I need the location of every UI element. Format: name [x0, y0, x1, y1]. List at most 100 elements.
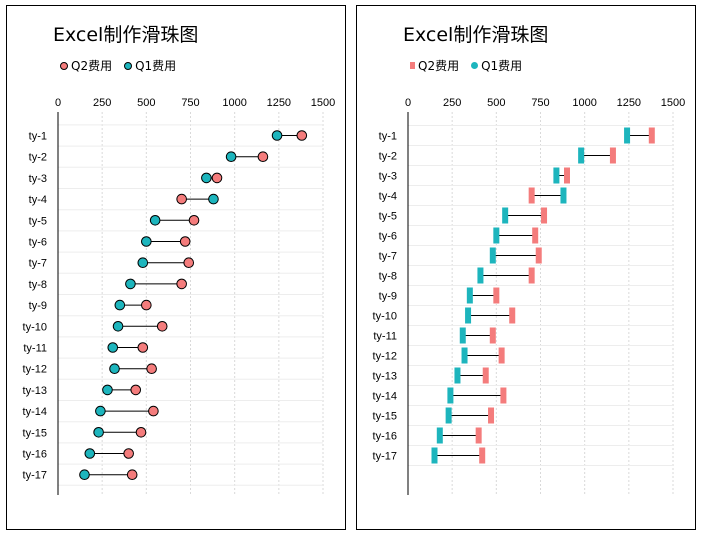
- q1-point: [477, 267, 484, 284]
- q2-point: [493, 287, 500, 304]
- q1-point: [461, 347, 468, 364]
- category-label: ty-2: [29, 152, 47, 164]
- q2-point: [535, 247, 542, 264]
- legend-swatch-q1: [471, 62, 479, 69]
- q2-point: [126, 469, 138, 481]
- legend-swatch-q1: [124, 61, 133, 70]
- q1-point: [502, 207, 509, 224]
- category-label: ty-14: [373, 391, 397, 403]
- q2-point: [141, 299, 152, 311]
- q1-point: [271, 130, 283, 141]
- chart-panel-right: Excel制作滑珠图 Q2费用 Q1费用 0 250 500 750 1000 1250 1…: [356, 5, 696, 530]
- q1-point: [225, 151, 237, 162]
- category-label: ty-5: [379, 211, 397, 223]
- x-tick-label: 750: [531, 97, 549, 109]
- q1-point: [436, 427, 443, 444]
- q2-point: [528, 187, 535, 204]
- q1-point: [114, 299, 126, 311]
- category-label: ty-11: [373, 331, 397, 343]
- x-tick-label: 500: [137, 97, 155, 109]
- q1-point: [489, 247, 496, 264]
- q2-point: [211, 172, 223, 184]
- q1-point: [102, 384, 113, 396]
- q2-point: [135, 427, 147, 438]
- q1-point: [465, 307, 472, 324]
- category-label: ty-12: [23, 364, 47, 376]
- q2-point: [475, 427, 482, 444]
- q1-point: [447, 387, 454, 404]
- category-label: ty-7: [29, 258, 47, 270]
- q1-point: [201, 172, 212, 184]
- legend-item-q2: Q2费用: [60, 57, 112, 74]
- category-label: ty-15: [23, 427, 47, 439]
- legend-label-q1: Q1费用: [135, 59, 177, 73]
- category-label: ty-14: [23, 406, 47, 418]
- q1-point: [445, 407, 452, 424]
- category-label: ty-1: [379, 131, 397, 143]
- q2-point: [482, 367, 489, 384]
- q1-point: [93, 427, 104, 438]
- q1-point: [141, 236, 152, 247]
- legend-label-q1: Q1费用: [481, 59, 523, 73]
- q2-point: [564, 167, 570, 184]
- x-tick-label: 750: [181, 97, 199, 109]
- q1-point: [493, 227, 500, 244]
- category-label: ty-13: [23, 385, 47, 397]
- q1-point: [84, 448, 96, 459]
- category-label: ty-17: [373, 451, 397, 463]
- legend-swatch-q2: [410, 62, 415, 69]
- q2-point: [489, 327, 496, 344]
- q2-point: [509, 307, 516, 324]
- legend-swatch-q2: [60, 61, 68, 70]
- category-label: ty-8: [379, 271, 397, 283]
- q2-point: [156, 321, 168, 332]
- category-label: ty-10: [23, 321, 47, 333]
- category-label: ty-4: [379, 191, 397, 203]
- category-label: ty-13: [373, 371, 397, 383]
- x-tick-label: 0: [405, 97, 411, 109]
- plot-area: 0 250 500 750 1000 1250 1500 ty-1 ty-2 ty-3 ty-4 ty…: [23, 97, 335, 495]
- q2-point: [488, 407, 495, 424]
- legend: Q2费用 Q1费用: [60, 57, 176, 74]
- q2-point: [146, 363, 157, 375]
- x-tick-label: 1000: [222, 97, 246, 109]
- q1-point: [553, 167, 560, 184]
- q2-point: [532, 227, 539, 244]
- q1-point: [137, 257, 149, 269]
- x-tick-label: 1500: [661, 97, 685, 109]
- category-label: ty-10: [373, 311, 397, 323]
- chart-panel-left: Excel制作滑珠图 Q2费用 Q1费用 0 250 500 750 1000 1250 1…: [6, 5, 346, 530]
- q1-point: [431, 447, 438, 464]
- q1-point: [454, 367, 461, 384]
- q2-point: [130, 384, 142, 396]
- q2-point: [176, 278, 187, 290]
- category-label: ty-5: [29, 215, 47, 227]
- q2-point: [541, 207, 548, 224]
- q2-point: [137, 342, 149, 353]
- x-tick-label: 1250: [267, 97, 291, 109]
- q1-point: [208, 193, 219, 205]
- q2-point: [479, 447, 486, 464]
- q2-point: [257, 151, 269, 162]
- legend: Q2费用 Q1费用: [410, 57, 522, 74]
- category-label: ty-9: [379, 291, 397, 303]
- q2-point: [528, 267, 535, 284]
- x-tick-label: 250: [93, 97, 111, 109]
- q1-point: [95, 405, 106, 417]
- category-label: ty-7: [379, 251, 397, 263]
- category-label: ty-3: [29, 173, 47, 185]
- category-label: ty-2: [379, 151, 397, 163]
- q2-point: [188, 215, 200, 226]
- q2-point: [179, 236, 191, 247]
- category-label: ty-6: [29, 237, 47, 249]
- category-label: ty-15: [373, 411, 397, 423]
- q2-point: [148, 405, 159, 417]
- legend-item-q1: Q1费用: [124, 57, 176, 74]
- category-label: ty-11: [23, 343, 47, 355]
- x-tick-label: 1000: [572, 97, 596, 109]
- category-label: ty-17: [23, 470, 47, 482]
- q1-point: [79, 469, 90, 481]
- category-label: ty-6: [379, 231, 397, 243]
- q1-point: [149, 215, 161, 226]
- category-label: ty-1: [29, 131, 47, 143]
